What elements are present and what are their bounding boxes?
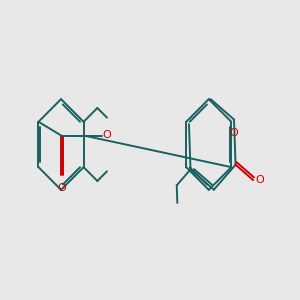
Text: O: O	[256, 175, 265, 185]
Text: O: O	[57, 183, 66, 193]
Text: O: O	[229, 128, 238, 138]
Text: O: O	[102, 130, 111, 140]
